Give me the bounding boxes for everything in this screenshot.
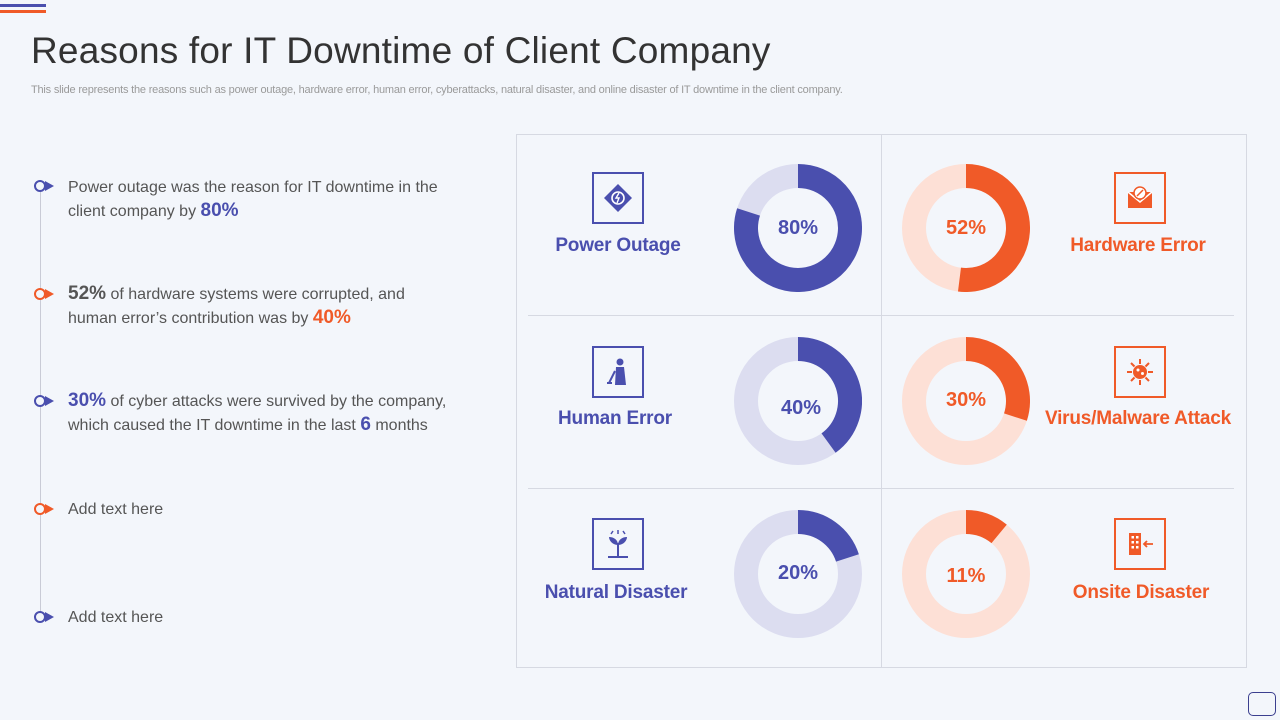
chart-label-virus-malware: Virus/Malware Attack	[1044, 408, 1232, 429]
donut-onsite-disaster: 11%	[902, 510, 1030, 638]
chart-label-natural-disaster: Natural Disaster	[544, 582, 688, 603]
power-outage-icon	[592, 172, 644, 224]
bullet-icon	[34, 180, 56, 192]
divider	[528, 488, 1234, 489]
donut-svg	[902, 164, 1030, 292]
chart-label-human-error: Human Error	[558, 408, 672, 429]
brand-flag	[0, 4, 46, 16]
donut-value-natural-disaster: 20%	[777, 561, 819, 584]
donut-value-slice	[734, 164, 862, 292]
point-1: Power outage was the reason for IT downt…	[68, 176, 448, 223]
point-3-text-end: months	[370, 417, 428, 434]
point-2-value: 52%	[68, 283, 107, 304]
point-3: 30% of cyber attacks were survived by th…	[68, 389, 448, 437]
donut-svg	[734, 337, 862, 465]
virus-icon	[1114, 346, 1166, 398]
donut-value-power-outage: 80%	[777, 216, 819, 239]
donut-svg	[902, 510, 1030, 638]
donut-natural-disaster: 20%	[734, 510, 862, 638]
donut-svg	[734, 510, 862, 638]
slide-nav-button[interactable]	[1248, 692, 1276, 716]
point-1-value: 80%	[200, 200, 239, 221]
chart-label-power-outage: Power Outage	[555, 235, 681, 256]
point-5: Add text here	[68, 609, 164, 626]
chart-label-hardware-error: Hardware Error	[1070, 235, 1206, 256]
chart-label-onsite-disaster: Onsite Disaster	[1072, 582, 1210, 603]
donut-value-virus-malware: 30%	[945, 388, 987, 411]
donut-svg	[734, 164, 862, 292]
page-title: Reasons for IT Downtime of Client Compan…	[31, 30, 771, 71]
point-2-text: of hardware systems were corrupted, and …	[68, 286, 405, 327]
point-1-text: Power outage was the reason for IT downt…	[68, 179, 438, 220]
donut-value-slice	[797, 337, 862, 453]
donut-value-slice	[965, 510, 1007, 544]
bullet-icon	[34, 611, 56, 623]
point-3-value: 30%	[68, 390, 107, 411]
donut-value-slice	[957, 164, 1030, 292]
divider	[881, 134, 882, 668]
bullet-icon	[34, 503, 56, 515]
point-2: 52% of hardware systems were corrupted, …	[68, 282, 413, 330]
donut-value-human-error: 40%	[780, 396, 822, 419]
point-2-value-2: 40%	[312, 307, 351, 328]
point-3-value-2: 6	[360, 414, 371, 435]
point-3-text: of cyber attacks were survived by the co…	[68, 393, 447, 434]
donut-virus-malware: 30%	[902, 337, 1030, 465]
donut-value-slice	[965, 337, 1030, 421]
donut-value-hardware-error: 52%	[945, 216, 987, 239]
donut-value-slice	[797, 510, 859, 563]
natural-disaster-icon	[592, 518, 644, 570]
bullet-icon	[34, 395, 56, 407]
donut-human-error: 40%	[734, 337, 862, 465]
donut-hardware-error: 52%	[902, 164, 1030, 292]
onsite-disaster-icon	[1114, 518, 1166, 570]
divider	[528, 315, 1234, 316]
page-subtitle: This slide represents the reasons such a…	[31, 84, 843, 96]
donut-value-onsite-disaster: 11%	[946, 564, 986, 587]
hardware-error-icon	[1114, 172, 1166, 224]
donut-power-outage: 80%	[734, 164, 862, 292]
human-error-icon	[592, 346, 644, 398]
donut-svg	[902, 337, 1030, 465]
bullet-icon	[34, 288, 56, 300]
point-4: Add text here	[68, 501, 164, 518]
